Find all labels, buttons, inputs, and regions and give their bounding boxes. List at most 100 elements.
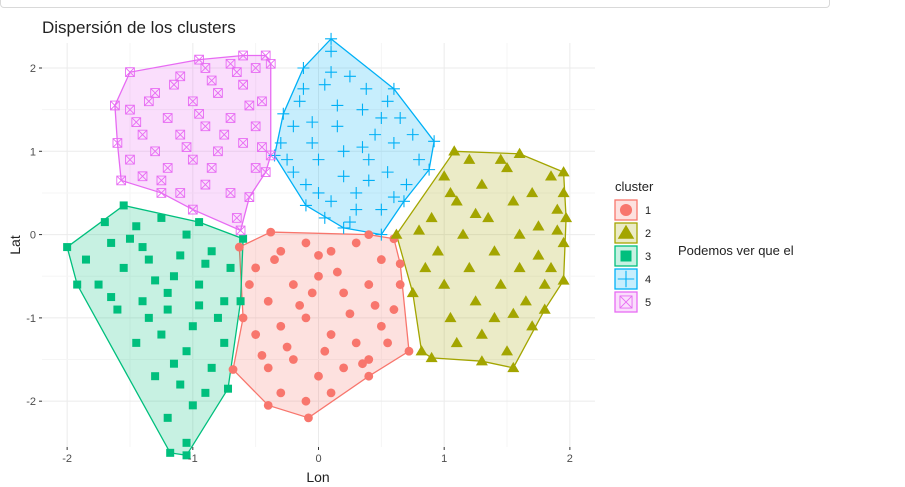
y-axis-ticks: -2 -1 0 1 2 (26, 63, 42, 408)
cluster-3-point (163, 288, 172, 297)
legend-item-3: 3 (614, 245, 651, 267)
cluster-5-point (238, 50, 248, 61)
cluster-5-point (131, 117, 142, 127)
legend-marker-2 (617, 224, 635, 239)
cluster-4-series (268, 32, 441, 241)
cluster-2-point (450, 195, 463, 206)
cluster-1-point (314, 251, 323, 260)
cluster-4-point (337, 221, 350, 234)
x-tick-label: -2 (62, 453, 72, 465)
cluster-3-point (157, 213, 166, 222)
cluster-1-point (339, 288, 349, 298)
cluster-1-point (351, 238, 361, 248)
cluster-1-point (263, 296, 273, 306)
cluster-5-point (175, 188, 186, 198)
cluster-1-point (345, 309, 355, 319)
cluster-4-point (356, 103, 369, 116)
cluster-1-point (358, 359, 367, 369)
cluster-2-point (507, 307, 520, 318)
cluster-3-point (144, 255, 153, 264)
cluster-2-point (560, 211, 573, 223)
cluster-1-point (332, 267, 342, 277)
cluster-4-point (350, 203, 363, 216)
cluster-2-point (532, 249, 545, 260)
cluster-1-point (270, 255, 279, 264)
cluster-2-point (448, 145, 461, 156)
cluster-2-point (431, 245, 444, 256)
cluster-2-point (501, 345, 514, 356)
cluster-5-point (265, 58, 276, 69)
cluster-3-point (207, 363, 216, 372)
y-tick-label: 0 (30, 230, 36, 242)
cluster-3-point (220, 297, 229, 306)
cluster-5-point (137, 171, 148, 182)
cluster-2-point (463, 153, 476, 164)
cluster-4-point (423, 163, 436, 176)
cluster-1-point (251, 263, 261, 273)
cluster-3-point (151, 372, 160, 381)
cluster-4-point (312, 186, 325, 199)
cluster-1-point (351, 338, 361, 348)
cluster-3-point (138, 297, 147, 306)
cluster-1-point (314, 271, 323, 281)
cluster-3-point (176, 251, 185, 260)
cluster-hulls (66, 37, 567, 457)
legend-label-2: 2 (645, 228, 651, 240)
legend: cluster 1 2 3 4 5 (614, 179, 654, 313)
cluster-1-point (295, 300, 305, 310)
cluster-2-point (390, 228, 403, 239)
cluster-3-point (169, 359, 178, 368)
cluster-4-point (299, 199, 312, 212)
cluster-2-point (513, 228, 526, 239)
cluster-2-point (545, 170, 558, 181)
cluster-4-point (413, 153, 426, 166)
cluster-2-point (488, 245, 501, 256)
cluster-2-point (557, 186, 570, 198)
cluster-5-point (206, 163, 217, 173)
cluster-3-point (195, 218, 204, 227)
cluster-3-point (236, 297, 245, 306)
cluster-1-point (370, 300, 380, 310)
cluster-5-point (260, 167, 271, 177)
x-axis-ticks: -2 -1 0 1 2 (62, 447, 573, 465)
cluster-1-point (263, 363, 273, 373)
cluster-5-point (125, 154, 135, 165)
cluster-4-point (312, 153, 325, 166)
cluster-5-point (200, 121, 211, 132)
cluster-5-point (125, 67, 135, 78)
cluster-5-point (260, 50, 271, 61)
cluster-4-point (297, 61, 310, 74)
cluster-5-point (137, 129, 148, 140)
cluster-2-point (545, 261, 558, 273)
cluster-1-point (389, 305, 399, 314)
cluster-5-point (112, 138, 123, 148)
cluster-1-point (288, 280, 298, 289)
cluster-4-point (331, 120, 344, 133)
cluster-4-point (281, 153, 294, 166)
cluster-1-point (263, 400, 273, 410)
cluster-3-point (151, 276, 160, 285)
legend-item-2: 2 (614, 222, 651, 244)
cluster-3-point (107, 293, 116, 302)
cluster-3-point (182, 230, 191, 239)
cluster-1-point (234, 242, 244, 252)
cluster-5-point (250, 163, 261, 173)
cluster-1-point (244, 280, 254, 289)
cluster-1-hull (232, 231, 410, 419)
cluster-4-point (297, 82, 310, 95)
cluster-2-point (551, 224, 564, 235)
cluster-2-point (475, 355, 488, 366)
cluster-3-point (226, 263, 235, 272)
cluster-5-point (156, 175, 167, 186)
cluster-3-point (132, 222, 141, 231)
cluster-5-point (194, 108, 204, 119)
cluster-1-point (364, 371, 374, 381)
cluster-4-point (318, 211, 331, 224)
cluster-3-point (73, 280, 82, 289)
cluster-2-point (538, 303, 551, 314)
cluster-5-point (231, 213, 242, 223)
cluster-5-point (175, 129, 186, 140)
cluster-1-point (228, 365, 238, 374)
legend-label-4: 4 (645, 274, 651, 286)
cluster-2-point (501, 161, 514, 173)
